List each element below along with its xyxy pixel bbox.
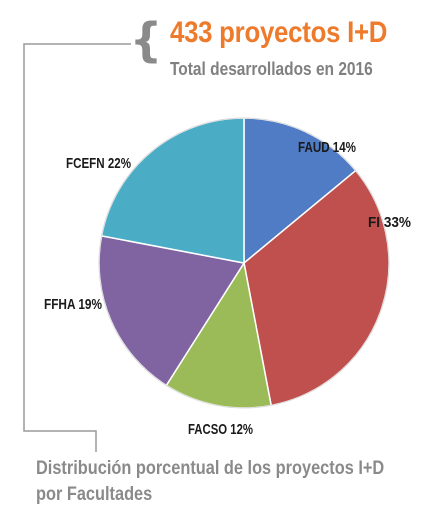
caption-line-2: por Facultades	[36, 484, 153, 505]
pie-slices	[98, 117, 390, 409]
curly-brace-icon: {	[129, 13, 163, 67]
chart-caption: Distribución porcentual de los proyectos…	[36, 456, 414, 508]
slice-label-ffha: FFHA 19%	[44, 296, 102, 313]
slice-label-fi: FI 33%	[368, 214, 411, 231]
slice-label-facso: FACSO 12%	[188, 421, 253, 438]
slice-label-fcefn: FCEFN 22%	[66, 155, 131, 172]
connector-line	[23, 43, 131, 452]
subheadline: Total desarrollados en 2016	[170, 59, 373, 79]
pie-outline	[98, 117, 390, 409]
slice-label-faud: FAUD 14%	[298, 139, 356, 156]
headline: 433 proyectos I+D	[170, 16, 388, 49]
caption-line-1: Distribución porcentual de los proyectos…	[36, 458, 385, 479]
pie-labels: FAUD 14% FI 33% FACSO 12% FFHA 19% FCEFN 22%	[44, 139, 411, 438]
